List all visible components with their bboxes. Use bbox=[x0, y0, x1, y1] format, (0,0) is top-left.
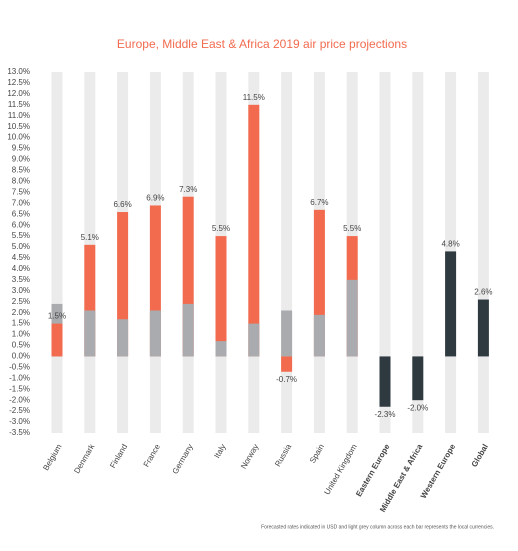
bar bbox=[215, 236, 227, 357]
y-tick-label: 13.0% bbox=[7, 67, 30, 76]
value-label: 7.3% bbox=[179, 185, 197, 194]
y-tick-label: 4.0% bbox=[12, 264, 30, 273]
value-label: 4.8% bbox=[441, 240, 459, 249]
bar bbox=[477, 299, 489, 357]
bar bbox=[84, 310, 96, 357]
y-tick-label: 6.5% bbox=[12, 209, 30, 218]
bar bbox=[84, 244, 96, 357]
value-label: -2.0% bbox=[407, 403, 428, 412]
y-tick-label: 1.0% bbox=[12, 330, 30, 339]
value-label: -0.7% bbox=[276, 375, 297, 384]
y-tick-label: -0.5% bbox=[9, 362, 30, 371]
x-tick-label: United Kingdom bbox=[323, 442, 359, 496]
bar bbox=[248, 323, 260, 357]
x-tick-label: Finland bbox=[108, 443, 129, 470]
y-tick-label: -2.5% bbox=[9, 406, 30, 415]
y-tick-label: 12.5% bbox=[7, 78, 30, 87]
bar bbox=[215, 341, 227, 357]
y-tick-label: 10.5% bbox=[7, 122, 30, 131]
value-label: 1.5% bbox=[48, 312, 66, 321]
value-label: -2.3% bbox=[375, 410, 396, 419]
x-tick-label: Norway bbox=[239, 443, 260, 471]
x-tick-label: Russia bbox=[273, 442, 293, 468]
x-tick-label: Denmark bbox=[72, 442, 97, 475]
y-tick-label: 11.0% bbox=[8, 111, 30, 120]
value-label: 5.5% bbox=[343, 224, 361, 233]
y-tick-label: 1.5% bbox=[12, 319, 30, 328]
background-column bbox=[51, 72, 63, 433]
y-tick-label: 9.0% bbox=[12, 155, 30, 164]
bar bbox=[182, 303, 194, 357]
y-tick-label: 3.0% bbox=[12, 286, 30, 295]
x-tick-label: Spain bbox=[308, 443, 326, 465]
background-column bbox=[412, 72, 424, 433]
value-label: 6.7% bbox=[310, 198, 328, 207]
value-label: 5.1% bbox=[81, 233, 99, 242]
y-tick-label: 8.5% bbox=[12, 166, 30, 175]
x-tick-label: Western Europe bbox=[419, 442, 458, 500]
y-tick-label: 5.0% bbox=[12, 242, 30, 251]
y-tick-label: 2.0% bbox=[12, 308, 30, 317]
bar bbox=[117, 319, 129, 357]
background-column bbox=[477, 72, 489, 433]
y-tick-label: -3.0% bbox=[9, 417, 30, 426]
bar bbox=[445, 251, 457, 357]
y-tick-label: 2.5% bbox=[12, 297, 30, 306]
y-tick-label: -3.5% bbox=[9, 428, 30, 437]
value-label: 2.6% bbox=[474, 288, 492, 297]
x-tick-label: Eastern Europe bbox=[354, 442, 392, 498]
bar bbox=[281, 310, 293, 357]
y-tick-label: 4.5% bbox=[12, 253, 30, 262]
background-column bbox=[379, 72, 391, 433]
x-tick-label: Italy bbox=[212, 443, 227, 460]
y-tick-label: -1.0% bbox=[9, 373, 30, 382]
bar bbox=[149, 310, 161, 357]
chart-title: Europe, Middle East & Africa 2019 air pr… bbox=[117, 37, 407, 51]
bar bbox=[412, 356, 424, 401]
y-tick-label: -2.0% bbox=[9, 395, 30, 404]
background-column bbox=[281, 72, 293, 433]
value-label: 11.5% bbox=[243, 93, 265, 102]
x-tick-label: Germany bbox=[171, 443, 195, 476]
bar bbox=[117, 212, 129, 357]
y-tick-label: 3.5% bbox=[12, 275, 30, 284]
bar bbox=[248, 104, 260, 357]
bar bbox=[313, 314, 325, 357]
y-tick-label: 6.0% bbox=[12, 220, 30, 229]
bar bbox=[182, 196, 194, 357]
y-tick-label: -1.5% bbox=[9, 384, 30, 393]
x-tick-label: Global bbox=[470, 443, 490, 469]
y-tick-label: 10.0% bbox=[7, 133, 30, 142]
y-tick-label: 0.0% bbox=[12, 352, 30, 361]
y-tick-label: 7.0% bbox=[12, 198, 30, 207]
value-label: 5.5% bbox=[212, 224, 230, 233]
bar bbox=[149, 205, 161, 357]
bar bbox=[379, 356, 391, 407]
value-label: 6.6% bbox=[113, 200, 131, 209]
y-tick-label: 8.0% bbox=[12, 177, 30, 186]
value-label: 6.9% bbox=[146, 194, 164, 203]
y-tick-label: 11.5% bbox=[8, 100, 30, 109]
y-tick-label: 7.5% bbox=[12, 187, 30, 196]
y-tick-label: 0.5% bbox=[12, 341, 30, 350]
bar bbox=[313, 209, 325, 357]
bar bbox=[281, 356, 293, 372]
y-tick-label: 9.5% bbox=[12, 144, 30, 153]
x-tick-label: France bbox=[142, 442, 163, 469]
bar bbox=[51, 323, 63, 357]
x-tick-label: Belgium bbox=[41, 442, 63, 472]
y-tick-label: 5.5% bbox=[12, 231, 30, 240]
bar bbox=[346, 279, 358, 357]
footnote: Forecasted rates indicated in USD and li… bbox=[261, 524, 494, 530]
y-tick-label: 12.0% bbox=[7, 89, 30, 98]
